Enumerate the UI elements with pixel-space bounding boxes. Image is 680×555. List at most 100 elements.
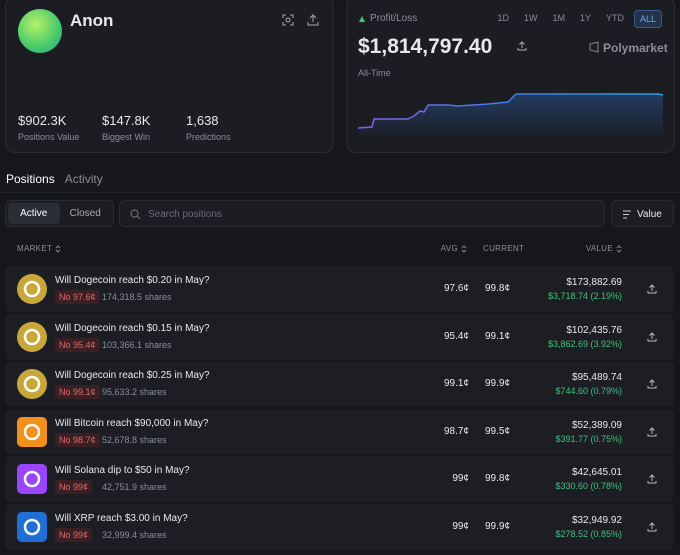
sort-arrows <box>461 245 467 253</box>
range-tabs: 1D 1W 1M 1Y YTD ALL <box>492 10 662 28</box>
column-header: CURRENT <box>483 244 524 253</box>
pnl-sparkline <box>358 93 664 135</box>
filter[interactable]: Closed <box>69 208 101 219</box>
pnl-amount: $1,814,797.40 <box>358 35 493 58</box>
tabs: Positions Activity <box>6 172 103 186</box>
market-title: Will Bitcoin reach $90,000 in May? <box>55 417 209 429</box>
market-icon <box>17 464 47 495</box>
sort-button[interactable]: Value <box>611 200 674 227</box>
avg-price: 95.4¢ <box>443 330 469 342</box>
outcome-badge: No 97.6¢ <box>55 290 100 304</box>
range-tab[interactable]: 1D <box>497 13 509 23</box>
market-title: Will Dogecoin reach $0.20 in May? <box>55 275 210 286</box>
icon-bg <box>17 416 47 447</box>
share-button[interactable] <box>647 379 657 389</box>
sort-label: Value <box>637 209 662 220</box>
shares: 103,366.1 shares <box>102 339 172 350</box>
icon-bg <box>17 274 47 304</box>
icon-glyph <box>23 328 41 345</box>
position-row[interactable]: Will Solana dip to $50 in May? No 99¢ 42,7… <box>5 456 674 503</box>
current-price: 99.8¢ <box>485 473 511 485</box>
share-icon[interactable] <box>517 41 527 51</box>
position-row[interactable]: Will XRP reach $3.00 in May? No 99¢ 32,999… <box>5 504 674 550</box>
outcome-badge: No 99¢ <box>55 528 93 542</box>
brand: Polymarket <box>603 41 668 55</box>
profile-name: Anon <box>70 11 114 30</box>
tab[interactable]: Positions <box>6 172 55 186</box>
market-title: Will Dogecoin reach $0.25 in May? <box>55 370 210 382</box>
share-button[interactable] <box>647 331 657 342</box>
share-button[interactable] <box>647 427 657 437</box>
current-price: 99.8¢ <box>485 283 511 294</box>
share-button[interactable] <box>647 474 657 484</box>
range-tab[interactable]: 1W <box>523 13 538 23</box>
current-price: 99.1¢ <box>485 330 511 342</box>
share-glyph <box>647 331 657 342</box>
share-glyph <box>647 474 657 484</box>
stat: 1,638 Predictions <box>186 113 236 142</box>
position-value: $173,882.69 <box>566 277 622 288</box>
sort-arrows <box>616 245 622 253</box>
up-triangle <box>359 16 365 22</box>
position-value: $42,645.01 <box>571 467 622 479</box>
column-header: AVG <box>441 244 467 253</box>
position-row[interactable]: Will Bitcoin reach $90,000 in May? No 98.… <box>5 408 674 455</box>
market-icon <box>17 512 47 542</box>
filter[interactable]: Active <box>8 203 60 224</box>
share-button[interactable] <box>647 284 657 294</box>
scan-icon[interactable] <box>282 14 294 26</box>
search-box[interactable]: Search positions <box>119 200 605 227</box>
range-tab[interactable]: 1M <box>552 13 565 23</box>
outcome-badge: No 95.4¢ <box>55 337 100 352</box>
avg-price: 99¢ <box>452 521 469 532</box>
outcome-badge: No 99.1¢ <box>55 385 100 400</box>
shares: 52,678.8 shares <box>102 434 167 445</box>
arrow <box>461 245 467 253</box>
position-row[interactable]: Will Dogecoin reach $0.15 in May? No 95.4… <box>5 313 674 360</box>
stat-label: Predictions <box>186 132 231 142</box>
outcome-badge: No 98.7¢ <box>55 432 100 447</box>
stat-value: $147.8K <box>102 113 151 128</box>
icon-glyph <box>23 471 41 488</box>
stats: $902.3K Positions Value $147.8K Biggest Win… <box>18 113 236 142</box>
market-title: Will Solana dip to $50 in May? <box>55 465 190 477</box>
position-value: $102,435.76 <box>566 324 622 336</box>
tab[interactable]: Activity <box>64 172 103 186</box>
shares: 95,633.2 shares <box>102 387 167 398</box>
range-tab[interactable]: ALL <box>633 10 662 28</box>
sort-icon <box>623 210 631 219</box>
range-tab[interactable]: YTD <box>605 13 624 23</box>
column-label: VALUE <box>585 244 613 253</box>
current-price: 99.5¢ <box>485 425 511 437</box>
market-icon <box>17 321 47 352</box>
market-icon <box>17 416 47 447</box>
share-button[interactable] <box>647 522 657 532</box>
stat-label: Positions Value <box>18 132 80 142</box>
icon-glyph <box>23 423 41 441</box>
position-row[interactable]: Will Dogecoin reach $0.25 in May? No 99.1… <box>5 361 674 408</box>
stat: $147.8K Biggest Win <box>102 113 168 142</box>
share-glyph <box>647 379 657 389</box>
period: All-Time <box>358 68 391 78</box>
pnl-title: Profit/Loss <box>370 13 418 24</box>
market-icon <box>17 369 47 400</box>
value-change: $278.52 (0.85%) <box>555 529 622 539</box>
share-icon[interactable] <box>307 14 319 26</box>
avg-price: 99.1¢ <box>443 378 469 390</box>
column-header: MARKET <box>17 244 61 253</box>
stat: $902.3K Positions Value <box>18 113 84 142</box>
shares: 174,318.5 shares <box>102 292 172 302</box>
market-icon <box>17 274 47 304</box>
stat-label: Biggest Win <box>102 132 151 142</box>
icon-glyph <box>23 375 41 393</box>
position-row[interactable]: Will Dogecoin reach $0.20 in May? No 97.6… <box>5 266 674 312</box>
icon-bg <box>17 321 47 352</box>
value-change: $391.77 (0.75%) <box>555 433 622 444</box>
share-glyph <box>647 427 657 437</box>
position-value: $52,389.09 <box>571 419 622 431</box>
icon-bg <box>17 512 47 542</box>
range-tab[interactable]: 1Y <box>579 13 591 23</box>
position-value: $95,489.74 <box>571 372 622 384</box>
pnl-card: Profit/Loss 1D 1W 1M 1Y YTD ALL $1,814,797.40… <box>346 0 675 153</box>
